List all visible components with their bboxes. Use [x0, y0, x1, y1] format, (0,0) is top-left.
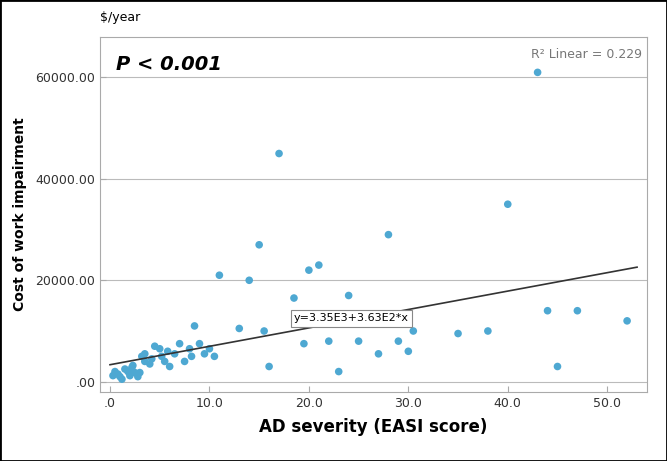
Point	[622, 317, 632, 325]
Point	[159, 358, 170, 365]
Point	[107, 372, 118, 379]
Point	[502, 201, 513, 208]
Point	[145, 361, 155, 368]
Point	[334, 368, 344, 375]
Point	[263, 363, 274, 370]
Point	[273, 150, 284, 157]
Point	[123, 368, 133, 375]
Y-axis label: Cost of work impairment: Cost of work impairment	[13, 118, 27, 311]
Point	[344, 292, 354, 299]
Point	[289, 295, 299, 302]
Text: $/year: $/year	[100, 12, 140, 24]
Point	[115, 373, 125, 380]
Point	[542, 307, 553, 314]
Point	[127, 364, 137, 371]
Point	[174, 340, 185, 348]
Point	[354, 337, 364, 345]
Point	[135, 369, 145, 376]
Point	[234, 325, 245, 332]
Point	[117, 375, 127, 383]
Point	[323, 337, 334, 345]
Point	[209, 353, 219, 360]
Point	[127, 362, 138, 369]
Text: R² Linear = 0.229: R² Linear = 0.229	[530, 47, 642, 60]
Point	[254, 241, 265, 248]
Point	[244, 277, 255, 284]
Point	[113, 371, 123, 378]
Point	[552, 363, 563, 370]
Point	[403, 348, 414, 355]
Point	[194, 340, 205, 348]
Point	[572, 307, 583, 314]
Point	[299, 340, 309, 348]
X-axis label: AD severity (EASI score): AD severity (EASI score)	[259, 418, 488, 436]
Point	[139, 350, 150, 358]
Point	[186, 353, 197, 360]
Point	[482, 327, 493, 335]
Point	[164, 363, 175, 370]
Point	[119, 365, 130, 372]
Point	[147, 355, 157, 362]
Point	[204, 345, 215, 352]
Point	[179, 358, 190, 365]
Point	[303, 266, 314, 274]
Point	[313, 261, 324, 269]
Point	[199, 350, 210, 358]
Point	[373, 350, 384, 358]
Point	[139, 358, 150, 365]
Point	[214, 272, 225, 279]
Point	[189, 322, 200, 330]
Point	[393, 337, 404, 345]
Point	[383, 231, 394, 238]
Point	[259, 327, 269, 335]
Point	[453, 330, 464, 337]
Point	[162, 348, 173, 355]
Point	[129, 369, 140, 376]
Point	[156, 353, 167, 360]
Text: y=3.35E3+3.63E2*x: y=3.35E3+3.63E2*x	[294, 313, 409, 323]
Point	[154, 345, 165, 352]
Point	[408, 327, 419, 335]
Point	[125, 369, 135, 376]
Point	[532, 69, 543, 76]
Point	[137, 353, 147, 360]
Point	[169, 350, 180, 358]
Point	[109, 368, 120, 375]
Point	[184, 345, 195, 352]
Point	[149, 343, 160, 350]
Point	[133, 373, 143, 380]
Text: P < 0.001: P < 0.001	[117, 55, 223, 74]
Point	[125, 372, 135, 379]
